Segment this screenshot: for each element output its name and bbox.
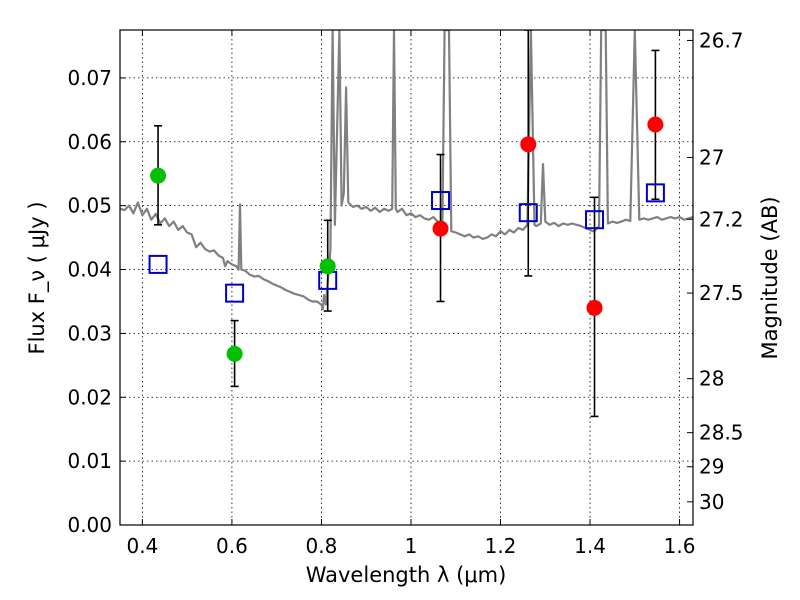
x-tick-label: 1 xyxy=(405,534,418,558)
y-tick-label: 0.01 xyxy=(67,449,112,473)
ticks: 0.4 0.6 0.8 1 1.2 1.4 1.6 0.00 0.01 0.02 0.03 0.04 0… xyxy=(67,28,743,558)
x-tick-label: 0.6 xyxy=(216,534,248,558)
photometry-square-marker xyxy=(645,183,665,203)
red-circle-marker xyxy=(647,116,664,133)
x-tick-label: 0.4 xyxy=(126,534,158,558)
y-tick-label: 0.00 xyxy=(67,513,112,537)
y-tick-label: 0.05 xyxy=(67,194,112,218)
photometry-square-marker xyxy=(225,283,245,303)
x-tick-label: 0.8 xyxy=(306,534,338,558)
y-right-tick-label: 26.7 xyxy=(699,28,744,52)
red-circle-marker xyxy=(520,136,537,153)
red-circle-marker xyxy=(586,299,603,316)
model-spectrum-line xyxy=(120,30,693,311)
y-right-tick-label: 29 xyxy=(699,455,724,479)
x-tick-label: 1.6 xyxy=(664,534,696,558)
y-right-tick-label: 27.2 xyxy=(699,207,744,231)
y-tick-label: 0.02 xyxy=(67,385,112,409)
y-axis-label: Flux F_ν ( μJy ) xyxy=(25,201,50,354)
y-tick-label: 0.04 xyxy=(67,258,112,282)
x-axis-label: Wavelength λ (μm) xyxy=(306,563,507,587)
y-tick-label: 0.03 xyxy=(67,321,112,345)
photometry-square-marker xyxy=(518,203,538,223)
data-points-group xyxy=(148,30,665,418)
y-right-tick-label: 27 xyxy=(699,145,724,169)
model-spectrum-group xyxy=(120,30,693,311)
y-axis-right-label: Magnitude (AB) xyxy=(758,196,782,359)
green-circle-marker xyxy=(150,167,167,184)
green-circle-marker xyxy=(319,258,336,275)
plot-frame xyxy=(119,29,694,526)
y-right-tick-label: 28 xyxy=(699,367,724,391)
y-right-tick-label: 28.5 xyxy=(699,421,744,445)
green-circle-marker xyxy=(226,345,243,362)
photometry-square-marker xyxy=(431,191,451,211)
photometry-square-marker xyxy=(585,210,605,230)
photometry-square-marker xyxy=(148,254,168,274)
y-right-tick-label: 30 xyxy=(699,490,724,514)
red-circle-marker xyxy=(432,220,449,237)
x-tick-label: 1.4 xyxy=(574,534,606,558)
y-tick-label: 0.07 xyxy=(67,66,112,90)
y-tick-label: 0.06 xyxy=(67,130,112,154)
x-tick-label: 1.2 xyxy=(485,534,517,558)
y-right-tick-label: 27.5 xyxy=(699,281,744,305)
